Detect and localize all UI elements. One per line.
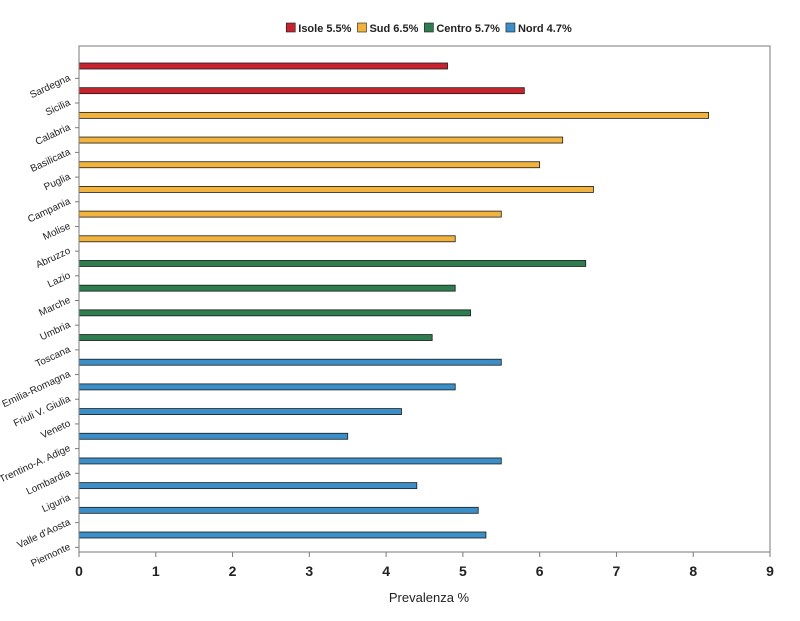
category-label: Toscana — [34, 344, 73, 370]
x-axis-ticks: 0 1 2 3 4 5 6 7 8 9 — [75, 552, 774, 579]
bar-friuli-v-giulia — [78, 383, 456, 391]
category-labels: SardegnaSiciliaCalabriaBasilicataPugliaC… — [0, 73, 73, 570]
x-tick-label: 3 — [305, 563, 313, 579]
x-axis-title: Prevalenza % — [389, 590, 470, 605]
x-tick-label: 4 — [382, 563, 390, 579]
bar-lazio — [78, 260, 587, 267]
bar-toscana — [78, 334, 433, 341]
bar-abruzzo — [78, 235, 456, 243]
legend-swatch — [424, 22, 434, 33]
bar-veneto — [78, 408, 402, 415]
legend-item: Nord 4.7% — [505, 22, 572, 35]
bar-sardegna — [78, 62, 448, 70]
bar-basilicata — [78, 136, 564, 144]
legend-label: Isole 5.5% — [298, 23, 351, 35]
bar-lombardia — [78, 457, 502, 465]
category-label: Sardegna — [28, 73, 72, 101]
bar-valle-d-aosta — [78, 506, 479, 514]
category-label: Puglia — [42, 171, 72, 193]
category-label: Molise — [41, 221, 72, 243]
bar-campania — [78, 186, 594, 193]
x-tick-label: 5 — [459, 563, 467, 579]
x-tick-label: 8 — [689, 563, 697, 579]
plot-frame — [75, 45, 771, 553]
legend-swatch — [505, 22, 516, 33]
bar-calabria — [78, 111, 709, 119]
bar-umbria — [78, 309, 471, 317]
category-label: Lazio — [46, 270, 73, 290]
category-label: Liguria — [40, 492, 72, 515]
x-tick-label: 2 — [229, 563, 237, 579]
legend-label: Sud 6.5% — [369, 23, 418, 35]
plot-border — [78, 45, 771, 553]
category-label: Piemonte — [29, 542, 72, 570]
category-label: Marche — [37, 295, 72, 319]
x-tick-label: 1 — [152, 563, 160, 579]
bar-marche — [78, 284, 456, 292]
category-label: Basilicata — [29, 147, 73, 175]
category-label: Abruzzo — [34, 245, 72, 271]
legend-item: Sud 6.5% — [357, 22, 419, 35]
bars — [78, 62, 709, 539]
x-tick-label: 0 — [75, 563, 83, 579]
category-label: Sicilia — [44, 97, 73, 118]
x-tick-label: 6 — [536, 563, 544, 579]
x-tick-label: 9 — [766, 563, 774, 579]
bar-molise — [78, 210, 502, 218]
legend-item: Isole 5.5% — [285, 22, 352, 35]
bar-liguria — [78, 482, 418, 490]
legend: Isole 5.5% Sud 6.5% Centro 5.7% Nord 4.7% — [285, 22, 572, 35]
category-label: Veneto — [39, 418, 72, 441]
category-label: Calabria — [34, 122, 73, 148]
legend-item: Centro 5.7% — [424, 22, 500, 35]
bar-sicilia — [78, 87, 525, 95]
legend-swatch — [357, 22, 367, 33]
bar-puglia — [78, 161, 541, 169]
x-tick-label: 7 — [613, 563, 621, 579]
bar-trentino-a-adige — [78, 432, 349, 440]
legend-label: Centro 5.7% — [436, 23, 500, 35]
bar-piemonte — [78, 531, 487, 539]
category-label: Umbria — [38, 319, 72, 343]
legend-label: Nord 4.7% — [518, 23, 572, 35]
bar-emilia-romagna — [78, 358, 502, 366]
legend-swatch — [285, 22, 296, 33]
